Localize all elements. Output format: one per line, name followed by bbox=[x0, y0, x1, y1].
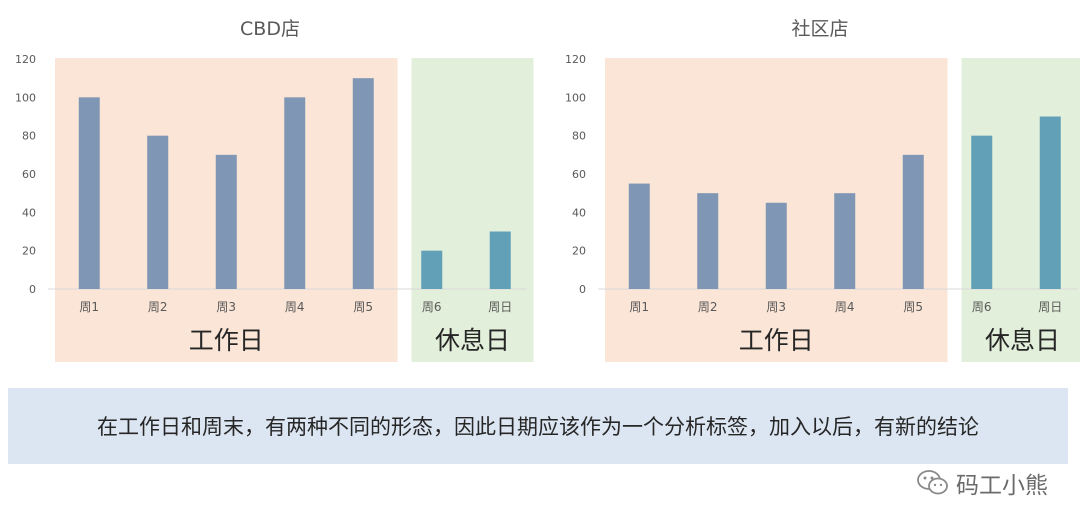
y-tick-label: 20 bbox=[22, 245, 36, 258]
x-tick-label: 周日 bbox=[488, 300, 512, 314]
bar bbox=[902, 154, 924, 289]
bar bbox=[147, 135, 169, 289]
x-tick-label: 周1 bbox=[629, 300, 649, 314]
x-tick-label: 周2 bbox=[148, 300, 168, 314]
chart-cbd-store: CBD店 工作日 休息日 0 20 40 60 80 100 120 周1 周2 周3 周4 周5 周6 周日 bbox=[0, 0, 540, 380]
watermark-text: 码工小熊 bbox=[956, 473, 1048, 499]
x-tick-label: 周4 bbox=[835, 300, 855, 314]
x-tick-label: 周6 bbox=[972, 300, 992, 314]
chart-svg: 工作日 休息日 0 20 40 60 80 100 120 周1 周2 周3 周4 周5 周6 周日 bbox=[15, 53, 534, 362]
y-tick-label: 40 bbox=[22, 206, 36, 219]
y-tick-label: 0 bbox=[29, 283, 36, 296]
bar bbox=[489, 231, 511, 289]
chart-title: CBD店 bbox=[240, 18, 300, 40]
conclusion-caption: 在工作日和周末，有两种不同的形态，因此日期应该作为一个分析标签，加入以后，有新的… bbox=[8, 388, 1068, 464]
x-tick-label: 周日 bbox=[1038, 300, 1062, 314]
x-tick-label: 周1 bbox=[79, 300, 99, 314]
y-tick-label: 60 bbox=[22, 168, 36, 181]
region-label: 工作日 bbox=[189, 326, 264, 355]
chart-title: 社区店 bbox=[791, 18, 849, 40]
region-label: 工作日 bbox=[739, 326, 814, 355]
y-tick-label: 100 bbox=[15, 91, 36, 104]
x-tick-label: 周6 bbox=[422, 300, 442, 314]
chart-svg: 工作日 休息日 0 20 40 60 80 100 120 周1 周2 周3 周4 周5 周6 周日 bbox=[565, 53, 1080, 362]
bar bbox=[352, 78, 374, 290]
chart-community-store: 社区店 工作日 休息日 0 20 40 60 80 100 120 周1 周2 周3 周4 周5 周6 周日 bbox=[550, 0, 1080, 380]
x-tick-label: 周2 bbox=[698, 300, 718, 314]
y-tick-label: 40 bbox=[572, 206, 586, 219]
bar bbox=[765, 202, 787, 289]
bar bbox=[628, 183, 650, 289]
x-tick-label: 周5 bbox=[903, 300, 923, 314]
bar bbox=[697, 193, 719, 289]
y-tick-label: 120 bbox=[565, 53, 586, 66]
watermark: 码工小熊 bbox=[916, 466, 1048, 500]
bar bbox=[78, 97, 100, 289]
region-label: 休息日 bbox=[985, 326, 1060, 355]
region-background bbox=[411, 58, 534, 362]
bar bbox=[421, 250, 443, 289]
region-label: 休息日 bbox=[435, 326, 510, 355]
y-tick-label: 120 bbox=[15, 53, 36, 66]
bar bbox=[215, 154, 237, 289]
y-tick-label: 80 bbox=[22, 130, 36, 143]
bar bbox=[834, 193, 856, 289]
bar bbox=[284, 97, 306, 289]
y-tick-label: 100 bbox=[565, 91, 586, 104]
x-tick-label: 周4 bbox=[285, 300, 305, 314]
y-tick-label: 80 bbox=[572, 130, 586, 143]
bar bbox=[1039, 116, 1061, 289]
x-tick-label: 周3 bbox=[216, 300, 236, 314]
x-tick-label: 周3 bbox=[766, 300, 786, 314]
y-tick-label: 60 bbox=[572, 168, 586, 181]
bar bbox=[971, 135, 993, 289]
x-tick-label: 周5 bbox=[353, 300, 373, 314]
y-tick-label: 20 bbox=[572, 245, 586, 258]
wechat-icon bbox=[917, 470, 948, 495]
y-tick-label: 0 bbox=[579, 283, 586, 296]
